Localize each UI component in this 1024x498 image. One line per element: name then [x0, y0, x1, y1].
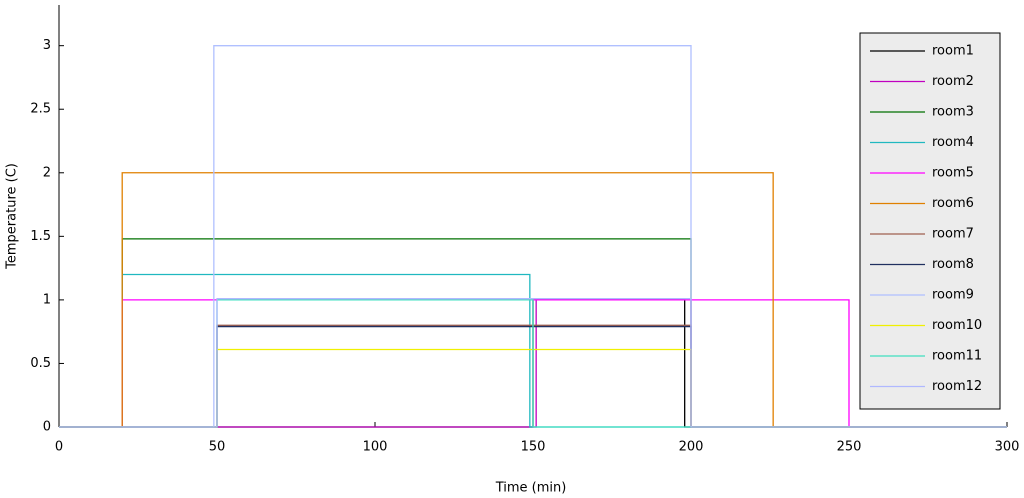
legend-label: room7 — [932, 227, 974, 242]
legend-label: room8 — [932, 257, 974, 272]
y-tick-label: 1.5 — [30, 229, 51, 244]
x-axis-label: Time (min) — [495, 481, 567, 496]
legend-label: room5 — [932, 166, 974, 181]
legend-label: room11 — [932, 349, 982, 364]
x-tick-label: 50 — [209, 440, 226, 455]
y-axis-label: Temperature (C) — [5, 163, 20, 270]
x-tick-label: 150 — [521, 440, 546, 455]
y-tick-label: 3 — [43, 38, 51, 53]
legend-label: room9 — [932, 288, 974, 303]
x-tick-label: 300 — [995, 440, 1020, 455]
y-tick-label: 2 — [43, 165, 51, 180]
legend-label: room2 — [932, 74, 974, 89]
legend-label: room6 — [932, 196, 974, 211]
y-tick-label: 2.5 — [30, 102, 51, 117]
legend-box — [859, 32, 1001, 410]
y-tick-label: 0.5 — [30, 356, 51, 371]
legend-label: room3 — [932, 105, 974, 120]
x-tick-label: 250 — [837, 440, 862, 455]
x-tick-label: 100 — [363, 440, 388, 455]
legend-label: room10 — [932, 318, 982, 333]
legend-label: room4 — [932, 135, 974, 150]
x-tick-label: 0 — [55, 440, 63, 455]
legend-label: room1 — [932, 44, 974, 59]
y-tick-label: 1 — [43, 292, 51, 307]
y-tick-label: 0 — [43, 420, 51, 435]
legend: room1 room2 room3 room4 room5 room6 room7 room8… — [859, 32, 1001, 410]
legend-label: room12 — [932, 379, 982, 394]
series-line — [59, 297, 1007, 428]
x-tick-label: 200 — [679, 440, 704, 455]
